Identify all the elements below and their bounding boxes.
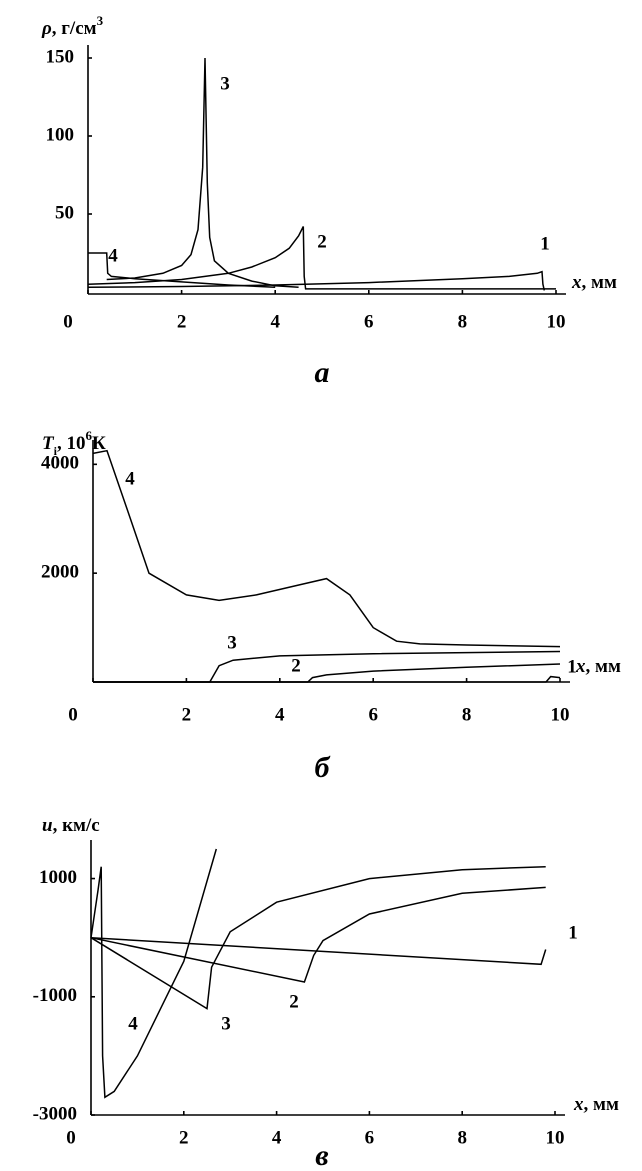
x-tick-label: 6: [364, 311, 374, 332]
curve: [93, 675, 561, 683]
y-label-part: 6: [85, 428, 92, 443]
curve-label: 1: [567, 656, 577, 677]
curve: [90, 848, 218, 1099]
curve-label: 1: [568, 922, 578, 943]
panel-label: а: [315, 356, 330, 389]
curve-label: 3: [220, 73, 230, 94]
x-tick-label: 6: [365, 1127, 375, 1148]
x-label-part: , мм: [586, 656, 621, 677]
x-tick-label: 10: [547, 311, 566, 332]
x-axis-label: x, мм: [575, 656, 621, 677]
x-tick-label: 8: [458, 311, 468, 332]
curve-label: 4: [108, 245, 118, 266]
curve-label: 1: [540, 233, 550, 254]
y-tick-label: 4000: [41, 453, 79, 474]
x-tick-label: 8: [462, 704, 472, 725]
y-tick-label: 150: [46, 46, 75, 67]
curve: [106, 57, 299, 289]
y-tick-label: -1000: [33, 985, 77, 1006]
curve-label: 2: [291, 655, 301, 676]
x-tick-label: 10: [551, 704, 570, 725]
x-tick-label: 6: [368, 704, 378, 725]
curve: [93, 650, 561, 683]
y-label-part: i: [54, 444, 58, 458]
y-tick-label: 1000: [39, 867, 77, 888]
y-tick-label: 2000: [41, 562, 79, 583]
y-tick-label: 50: [55, 202, 74, 223]
x-tick-label: 0: [63, 311, 73, 332]
curve-label: 4: [128, 1013, 138, 1034]
x-label-part: , мм: [584, 1094, 619, 1115]
x-tick-label: 0: [68, 704, 78, 725]
x-label-part: x: [573, 1094, 584, 1115]
x-tick-label: 2: [177, 311, 187, 332]
x-tick-label: 8: [457, 1127, 467, 1148]
x-tick-label: 10: [546, 1127, 565, 1148]
curve: [87, 226, 556, 290]
y-label-part: T: [42, 433, 55, 454]
x-tick-label: 2: [179, 1127, 189, 1148]
curve-label: 3: [221, 1013, 231, 1034]
y-tick-label: 100: [46, 124, 75, 145]
y-axis-label: u, км/с: [42, 815, 100, 836]
x-tick-label: 0: [66, 1127, 76, 1148]
curve: [90, 936, 547, 966]
x-tick-label: 2: [182, 704, 192, 725]
x-label-part: x: [571, 272, 582, 293]
y-label-part: К: [92, 433, 106, 454]
x-tick-label: 4: [272, 1127, 282, 1148]
x-label-part: , мм: [582, 272, 617, 293]
x-tick-label: 4: [275, 704, 285, 725]
curve-label: 4: [125, 468, 135, 489]
x-axis-label: x, мм: [571, 272, 617, 293]
y-label-part: 3: [97, 13, 104, 28]
curve: [88, 252, 276, 289]
y-label-part: , г/см: [52, 18, 97, 39]
panel-label: в: [315, 1139, 328, 1171]
curve: [90, 886, 546, 983]
curve-label: 2: [317, 231, 327, 252]
curve-label: 2: [289, 991, 299, 1012]
y-label-part: u: [42, 815, 53, 836]
chart-panel: 0 2 4 6 8 10 -3000 -1000 1000 u, км/с x, мм в 1 2 3 4: [33, 815, 619, 1171]
curve: [90, 865, 546, 1010]
y-axis-label: Ti, 106К: [42, 428, 106, 457]
x-axis-label: x, мм: [573, 1094, 619, 1115]
panel-label: б: [315, 751, 331, 784]
curve: [93, 663, 561, 683]
curve: [92, 449, 561, 648]
y-axis-label: ρ, г/см3: [41, 13, 104, 39]
y-tick-label: -3000: [33, 1103, 77, 1124]
y-label-part: , 10: [57, 433, 86, 454]
y-label-part: , км/с: [53, 815, 100, 836]
curve-label: 3: [227, 632, 237, 653]
x-label-part: x: [575, 656, 586, 677]
y-label-part: ρ: [41, 18, 52, 39]
x-tick-label: 4: [270, 311, 280, 332]
